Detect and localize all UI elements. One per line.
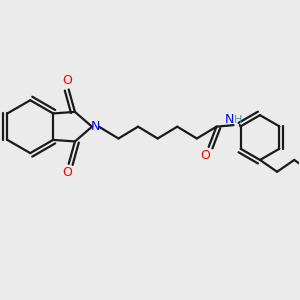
Text: O: O [62, 74, 72, 87]
Text: O: O [62, 166, 72, 179]
Text: O: O [200, 149, 210, 162]
Text: N: N [225, 113, 235, 126]
Text: H: H [233, 115, 242, 124]
Text: N: N [91, 120, 101, 133]
